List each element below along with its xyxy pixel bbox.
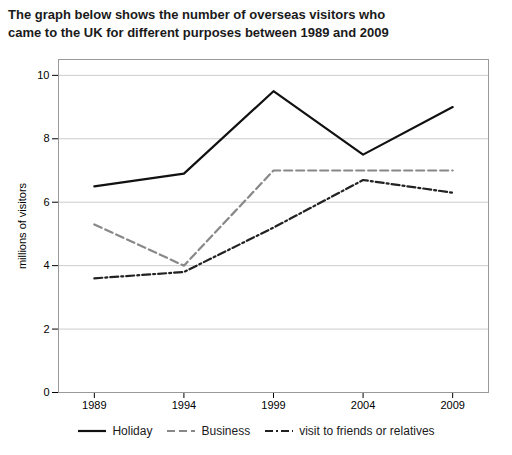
svg-text:10: 10 [37, 69, 49, 81]
svg-text:1999: 1999 [261, 399, 285, 411]
svg-text:2004: 2004 [351, 399, 375, 411]
svg-text:2: 2 [43, 323, 49, 335]
html-text:Holiday: Holiday [112, 424, 153, 439]
svg-text:1994: 1994 [172, 399, 196, 411]
svg-text:8: 8 [43, 132, 49, 144]
svg-text:1989: 1989 [82, 399, 106, 411]
svg-text:2009: 2009 [440, 399, 464, 411]
svg-text:millions of visitors: millions of visitors [16, 183, 28, 270]
svg-text:4: 4 [43, 259, 49, 271]
svg-text:0: 0 [43, 386, 49, 398]
svg-text:6: 6 [43, 196, 49, 208]
html-text:The graph below shows the numb: The graph below shows the number of over… [8, 7, 389, 40]
html-text:Business: Business [201, 424, 251, 439]
html-text:visit to friends or relatives: visit to friends or relatives [299, 424, 435, 439]
